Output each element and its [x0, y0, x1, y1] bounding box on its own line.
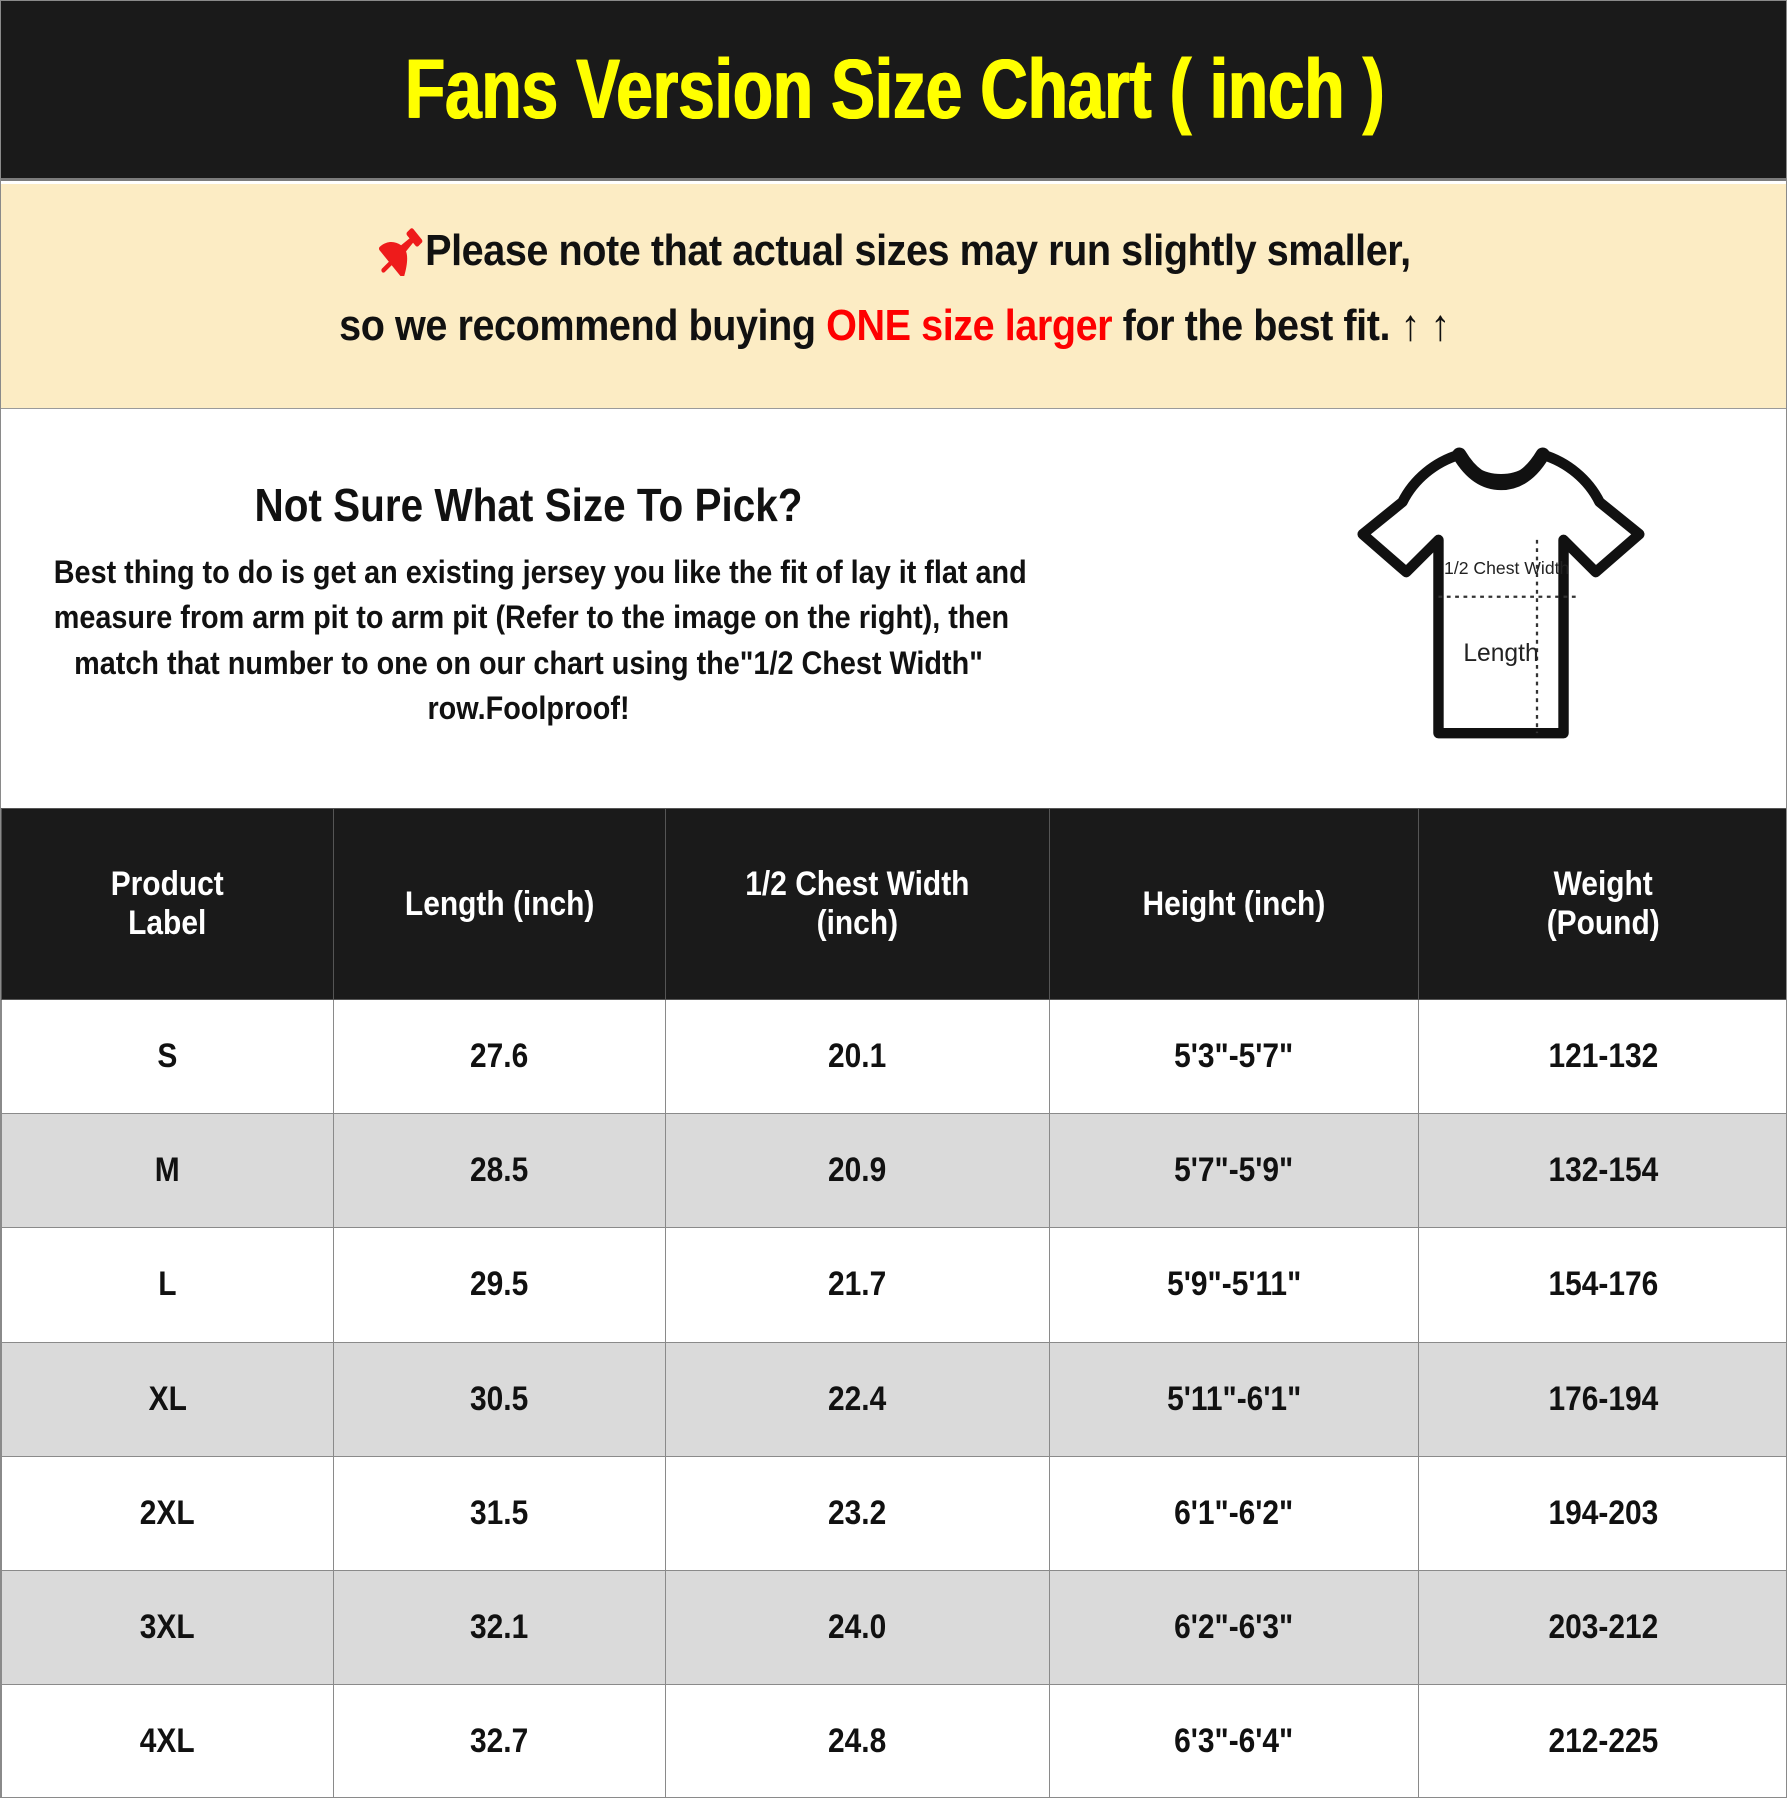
svg-text:1/2 Chest Width: 1/2 Chest Width: [1444, 558, 1569, 578]
svg-text:Length: Length: [1463, 640, 1538, 667]
